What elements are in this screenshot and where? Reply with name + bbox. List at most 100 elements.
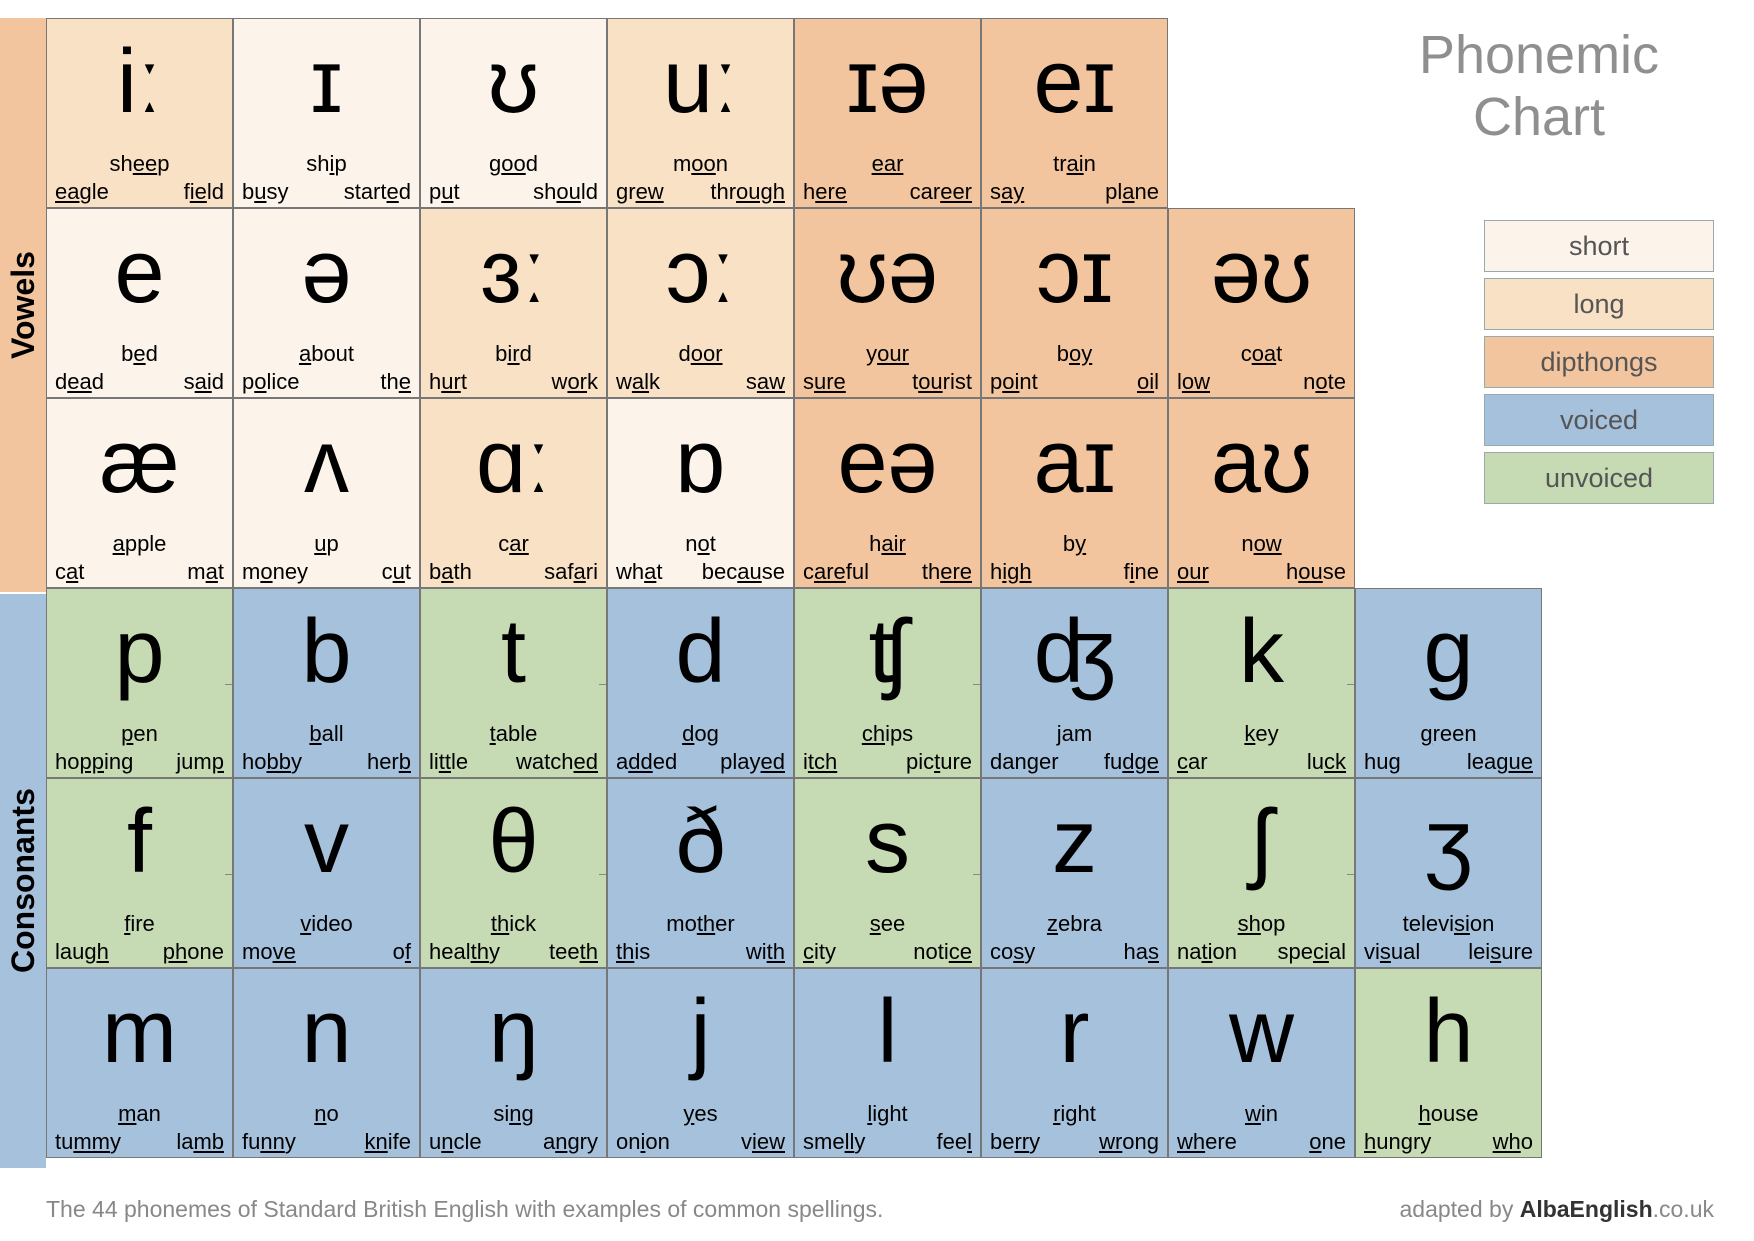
- phoneme-ʊ: ʊgoodputshould: [420, 18, 607, 208]
- phoneme-aʊ: aʊ nowourhouse: [1168, 398, 1355, 588]
- example-words: byhighfine: [982, 531, 1167, 585]
- footer-bold: AlbaEnglish: [1520, 1196, 1653, 1222]
- footer-post: .co.uk: [1653, 1196, 1714, 1222]
- phoneme-symbol: ɒ: [608, 417, 793, 507]
- example-words: lightsmellyfeel: [795, 1101, 980, 1155]
- phoneme-b: b ballhobbyherb: [233, 588, 420, 778]
- example-words: applecatmat: [47, 531, 232, 585]
- example-words: rightberrywrong: [982, 1101, 1167, 1155]
- phoneme-ɔɪ: ɔɪboypointoil: [981, 208, 1168, 398]
- phoneme-symbol: p: [47, 607, 232, 697]
- phoneme-k: k keycarluck: [1168, 588, 1355, 778]
- phoneme-symbol: ə: [234, 227, 419, 317]
- example-words: trainsayplane: [982, 151, 1167, 205]
- phoneme-symbol: r: [982, 987, 1167, 1077]
- phoneme-symbol: eɪ: [982, 37, 1167, 127]
- phoneme-symbol: ɪ: [234, 37, 419, 127]
- phoneme-symbol: w: [1169, 987, 1354, 1077]
- example-words: singuncleangry: [421, 1101, 606, 1155]
- phoneme-symbol: ɜː: [421, 227, 606, 317]
- phoneme-symbol: ʤ: [982, 607, 1167, 697]
- example-words: moongrewthrough: [608, 151, 793, 205]
- phoneme-symbol: n: [234, 987, 419, 1077]
- example-words: chipsitchpicture: [795, 721, 980, 775]
- phoneme-e: e beddeadsaid: [46, 208, 233, 398]
- phoneme-iː: iːsheepeaglefield: [46, 18, 233, 208]
- example-words: beddeadsaid: [47, 341, 232, 395]
- phoneme-symbol: ʒ: [1356, 797, 1541, 887]
- phoneme-symbol: ɑː: [421, 417, 606, 507]
- example-words: mantummylamb: [47, 1101, 232, 1155]
- phoneme-symbol: iː: [47, 37, 232, 127]
- phoneme-symbol: t: [421, 607, 606, 697]
- example-words: greenhugleague: [1356, 721, 1541, 775]
- phoneme-f: f firelaughphone: [46, 778, 233, 968]
- phoneme-eə: eə haircarefulthere: [794, 398, 981, 588]
- example-words: haircarefulthere: [795, 531, 980, 585]
- phoneme-symbol: d: [608, 607, 793, 697]
- phonemic-chart-container: Phonemic Chart shortlongdipthongsvoicedu…: [0, 0, 1754, 1241]
- phoneme-z: zzebracosyhas: [981, 778, 1168, 968]
- phoneme-ð: ð motherthiswith: [607, 778, 794, 968]
- example-words: videomoveof: [234, 911, 419, 965]
- phoneme-symbol: aɪ: [982, 417, 1167, 507]
- phoneme-symbol: θ: [421, 797, 606, 887]
- phoneme-symbol: h: [1356, 987, 1541, 1077]
- phoneme-symbol: e: [47, 227, 232, 317]
- phoneme-symbol: eə: [795, 417, 980, 507]
- example-words: upmoneycut: [234, 531, 419, 585]
- phoneme-p: p penhoppingjump: [46, 588, 233, 778]
- phoneme-r: r rightberrywrong: [981, 968, 1168, 1158]
- phoneme-symbol: l: [795, 987, 980, 1077]
- phoneme-symbol: ʊə: [795, 227, 980, 317]
- phoneme-symbol: m: [47, 987, 232, 1077]
- footer-pre: adapted by: [1400, 1196, 1520, 1222]
- example-words: televisionvisualleisure: [1356, 911, 1541, 965]
- example-words: zebracosyhas: [982, 911, 1167, 965]
- example-words: winwhereone: [1169, 1101, 1354, 1155]
- example-words: firelaughphone: [47, 911, 232, 965]
- phoneme-ɑː: ɑːcarbathsafari: [420, 398, 607, 588]
- phoneme-d: d dogaddedplayed: [607, 588, 794, 778]
- section-label-vowels: Vowels: [0, 18, 46, 592]
- phoneme-symbol: ð: [608, 797, 793, 887]
- example-words: tablelittlewatched: [421, 721, 606, 775]
- example-words: jamdangerfudge: [982, 721, 1167, 775]
- phoneme-symbol: j: [608, 987, 793, 1077]
- example-words: nofunnyknife: [234, 1101, 419, 1155]
- phoneme-symbol: v: [234, 797, 419, 887]
- phoneme-grid: iːsheepeaglefieldɪshipbusystartedʊgoodpu…: [46, 18, 1542, 1158]
- example-words: dogaddedplayed: [608, 721, 793, 775]
- phoneme-symbol: k: [1169, 607, 1354, 697]
- phoneme-m: m mantummylamb: [46, 968, 233, 1158]
- phoneme-ɪ: ɪshipbusystarted: [233, 18, 420, 208]
- phoneme-ɜː: ɜːbirdhurtwork: [420, 208, 607, 398]
- example-words: doorwalksaw: [608, 341, 793, 395]
- example-words: aboutpolicethe: [234, 341, 419, 395]
- phoneme-ʤ: ʤ jamdangerfudge: [981, 588, 1168, 778]
- phoneme-aɪ: aɪ byhighfine: [981, 398, 1168, 588]
- phoneme-symbol: s: [795, 797, 980, 887]
- example-words: seecitynotice: [795, 911, 980, 965]
- example-words: coatlownote: [1169, 341, 1354, 395]
- example-words: keycarluck: [1169, 721, 1354, 775]
- example-words: penhoppingjump: [47, 721, 232, 775]
- phoneme-ŋ: ŋsinguncleangry: [420, 968, 607, 1158]
- example-words: nowourhouse: [1169, 531, 1354, 585]
- phoneme-ʌ: ʌupmoneycut: [233, 398, 420, 588]
- phoneme-symbol: aʊ: [1169, 417, 1354, 507]
- phoneme-symbol: ɔɪ: [982, 227, 1167, 317]
- phoneme-ʃ: ʃshopnationspecial: [1168, 778, 1355, 968]
- phoneme-symbol: ʧ: [795, 607, 980, 697]
- example-words: yoursuretourist: [795, 341, 980, 395]
- phoneme-uː: uːmoongrewthrough: [607, 18, 794, 208]
- phoneme-symbol: f: [47, 797, 232, 887]
- phoneme-symbol: ɪə: [795, 37, 980, 127]
- phoneme-symbol: b: [234, 607, 419, 697]
- phoneme-v: v videomoveof: [233, 778, 420, 968]
- phoneme-əʊ: əʊcoatlownote: [1168, 208, 1355, 398]
- phoneme-ʧ: ʧ chipsitchpicture: [794, 588, 981, 778]
- footer-right: adapted by AlbaEnglish.co.uk: [1400, 1196, 1715, 1223]
- example-words: ballhobbyherb: [234, 721, 419, 775]
- example-words: motherthiswith: [608, 911, 793, 965]
